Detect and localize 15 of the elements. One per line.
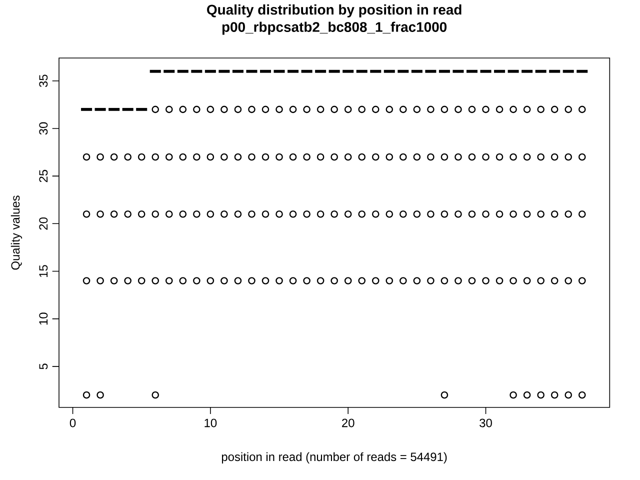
x-tick-label: 20	[342, 418, 354, 428]
y-axis-title: Quality values	[10, 195, 22, 270]
y-tick-label: 10	[39, 312, 48, 324]
chart-subtitle: p00_rbpcsatb2_bc808_1_frac1000	[222, 22, 447, 35]
x-tick-label: 30	[480, 418, 492, 428]
y-tick-label: 15	[39, 264, 48, 277]
y-tick-label: 5	[39, 363, 48, 370]
y-tick-label: 25	[39, 170, 48, 182]
chart-title: Quality distribution by position in read	[207, 4, 462, 18]
y-tick-label: 30	[39, 122, 48, 134]
y-tick-label: 20	[39, 217, 48, 230]
x-tick-label: 10	[204, 418, 217, 428]
y-tick-label: 35	[39, 74, 48, 87]
x-tick-label: 0	[70, 418, 76, 428]
x-axis-title: position in read (number of reads = 54491)	[222, 452, 447, 464]
